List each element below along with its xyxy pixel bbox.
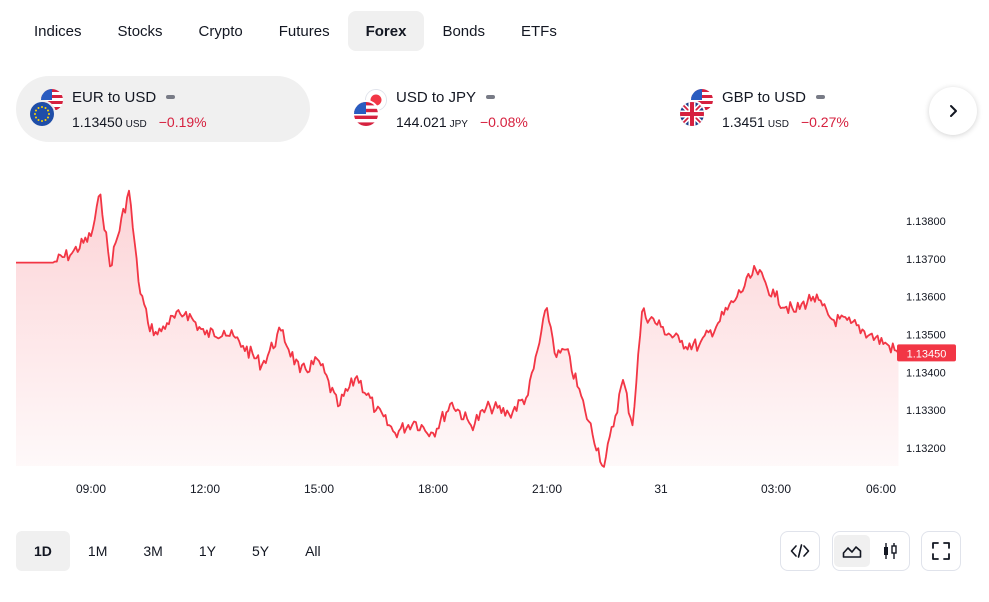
ticker-unit: USD bbox=[767, 118, 789, 130]
y-tick-label: 1.13500 bbox=[906, 330, 946, 342]
tab-forex[interactable]: Forex bbox=[347, 11, 425, 51]
ticker-price: 1.3451 bbox=[722, 113, 765, 130]
x-tick-label: 12:00 bbox=[190, 482, 220, 496]
range-5y-button[interactable]: 5Y bbox=[251, 543, 270, 559]
range-3m-button[interactable]: 3M bbox=[143, 543, 163, 559]
y-tick-label: 1.13600 bbox=[906, 292, 946, 304]
price-chart[interactable]: 1.13800 1.13700 1.13600 1.13500 1.13400 1.133… bbox=[0, 170, 989, 510]
candlestick-icon bbox=[884, 543, 897, 559]
range-1d-button[interactable]: 1D bbox=[16, 531, 70, 571]
range-1m-button[interactable]: 1M bbox=[87, 543, 108, 559]
pair-flags bbox=[678, 87, 718, 131]
x-tick-label: 06:00 bbox=[866, 482, 896, 496]
area-chart-button[interactable] bbox=[834, 535, 870, 567]
ticker-name: EUR to USD bbox=[72, 88, 157, 106]
chart-type-toggle bbox=[832, 531, 910, 571]
ticker-name: GBP to USD bbox=[722, 88, 806, 106]
ticker-bar: EUR to USD 1.13450 USD −0.19% USD to JPY… bbox=[16, 76, 976, 142]
y-tick-label: 1.13800 bbox=[906, 216, 946, 228]
ticker-change: −0.27% bbox=[800, 113, 849, 130]
ticker-price: 144.021 bbox=[396, 113, 447, 130]
y-tick-label: 1.13200 bbox=[906, 443, 946, 455]
tab-indices[interactable]: Indices bbox=[34, 22, 82, 40]
pair-flags bbox=[28, 87, 68, 131]
tab-crypto[interactable]: Crypto bbox=[198, 22, 243, 40]
market-status-icon bbox=[815, 95, 825, 99]
ticker-eur-usd[interactable]: EUR to USD 1.13450 USD −0.19% bbox=[16, 76, 310, 142]
pair-flags bbox=[352, 87, 392, 131]
last-price-label: 1.13450 bbox=[907, 348, 947, 360]
range-all-button[interactable]: All bbox=[305, 543, 321, 559]
tab-stocks[interactable]: Stocks bbox=[117, 22, 163, 40]
tab-bonds[interactable]: Bonds bbox=[442, 22, 485, 40]
ticker-unit: USD bbox=[125, 118, 147, 130]
last-price-tag bbox=[897, 344, 956, 362]
x-tick-label: 03:00 bbox=[761, 482, 791, 496]
y-tick-label: 1.13300 bbox=[906, 405, 946, 417]
eu-flag-icon bbox=[28, 100, 56, 128]
ticker-gbp-usd[interactable]: GBP to USD 1.3451 USD −0.27% bbox=[666, 76, 926, 142]
next-tickers-button[interactable] bbox=[929, 87, 977, 135]
price-chart-svg: 1.13800 1.13700 1.13600 1.13500 1.13400 1.133… bbox=[16, 189, 956, 496]
ticker-unit: JPY bbox=[449, 118, 468, 130]
ticker-usd-jpy[interactable]: USD to JPY 144.021 JPY −0.08% bbox=[340, 76, 600, 142]
uk-flag-icon bbox=[678, 100, 706, 128]
candlestick-button[interactable] bbox=[872, 535, 908, 567]
price-line bbox=[16, 189, 900, 468]
ticker-change: −0.19% bbox=[158, 113, 207, 130]
market-tabs: Indices Stocks Crypto Futures Forex Bond… bbox=[16, 11, 575, 51]
x-tick-label: 18:00 bbox=[418, 482, 448, 496]
ticker-name: USD to JPY bbox=[396, 88, 477, 106]
x-tick-label: 09:00 bbox=[76, 482, 106, 496]
code-icon bbox=[790, 544, 810, 558]
chevron-right-icon bbox=[950, 105, 957, 117]
ticker-price: 1.13450 bbox=[72, 113, 123, 130]
x-tick-label: 21:00 bbox=[532, 482, 562, 496]
range-1y-button[interactable]: 1Y bbox=[198, 543, 216, 559]
tab-etfs[interactable]: ETFs bbox=[521, 22, 557, 40]
embed-button[interactable] bbox=[780, 531, 820, 571]
market-status-icon bbox=[486, 95, 496, 99]
range-selector: 1D 1M 3M 1Y 5Y All bbox=[16, 531, 339, 571]
x-tick-label: 31 bbox=[654, 482, 668, 496]
fullscreen-icon bbox=[932, 542, 950, 560]
x-tick-label: 15:00 bbox=[304, 482, 334, 496]
market-status-icon bbox=[166, 95, 176, 99]
fullscreen-button[interactable] bbox=[921, 531, 961, 571]
tab-futures[interactable]: Futures bbox=[278, 22, 330, 40]
price-area bbox=[16, 190, 899, 467]
y-tick-label: 1.13700 bbox=[906, 254, 946, 266]
us-flag-icon bbox=[352, 100, 380, 128]
ticker-change: −0.08% bbox=[479, 113, 528, 130]
y-tick-label: 1.13400 bbox=[906, 367, 946, 379]
area-chart-icon bbox=[842, 546, 862, 558]
